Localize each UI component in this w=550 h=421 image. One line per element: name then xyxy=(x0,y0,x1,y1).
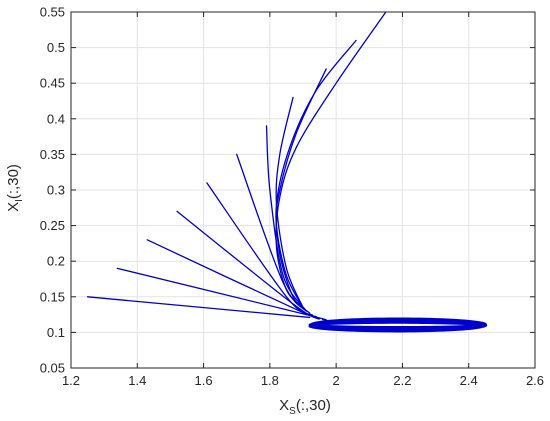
x-tick-label: 1.4 xyxy=(128,373,146,388)
x-tick-label: 1.2 xyxy=(62,373,80,388)
trajectory-line xyxy=(236,153,311,314)
trajectory-line xyxy=(206,182,314,316)
y-tick-label: 0.3 xyxy=(47,183,65,198)
x-tick-label: 2 xyxy=(333,373,340,388)
x-axis-label-sub: S xyxy=(289,406,296,417)
y-axis-label-sub: I xyxy=(14,199,25,202)
ticks xyxy=(70,11,536,369)
y-tick-labels: 0.05 0.1 0.15 0.2 0.25 0.3 0.35 0.4 0.45 0.5 0.55 xyxy=(40,5,65,376)
x-tick-label: 1.8 xyxy=(261,373,279,388)
x-tick-label: 2.2 xyxy=(393,373,411,388)
y-axis-label-main: X xyxy=(5,202,22,212)
y-tick-label: 0.5 xyxy=(47,40,65,55)
x-tick-label: 2.6 xyxy=(526,373,544,388)
x-axis-label-suffix: (:,30) xyxy=(296,397,331,414)
x-axis-label: XS(:,30) xyxy=(279,397,331,417)
y-axis-label: XI(:,30) xyxy=(5,164,25,212)
x-tick-label: 2.4 xyxy=(460,373,478,388)
y-axis-label-suffix: (:,30) xyxy=(5,164,22,199)
y-tick-label: 0.4 xyxy=(47,111,65,126)
x-tick-label: 1.6 xyxy=(195,373,213,388)
trajectory-line xyxy=(86,296,311,319)
y-tick-label: 0.15 xyxy=(40,289,65,304)
plot-area xyxy=(86,11,488,333)
limit-cycle-band xyxy=(308,317,488,333)
y-tick-label: 0.05 xyxy=(40,361,65,376)
trajectory-line xyxy=(275,11,387,309)
y-tick-label: 0.45 xyxy=(40,76,65,91)
trajectory-line xyxy=(116,267,328,321)
y-tick-label: 0.25 xyxy=(40,218,65,233)
x-tick-labels: 1.2 1.4 1.6 1.8 2 2.2 2.4 2.6 xyxy=(62,373,544,388)
y-tick-label: 0.35 xyxy=(40,147,65,162)
trajectory-line xyxy=(176,210,317,318)
trajectory-line xyxy=(275,39,357,312)
y-tick-label: 0.2 xyxy=(47,254,65,269)
trajectory-line xyxy=(265,125,307,312)
trajectory-line xyxy=(146,239,321,320)
grid xyxy=(70,11,536,369)
y-tick-label: 0.1 xyxy=(47,325,65,340)
y-tick-label: 0.55 xyxy=(40,5,65,20)
x-axis-label-main: X xyxy=(279,397,289,414)
